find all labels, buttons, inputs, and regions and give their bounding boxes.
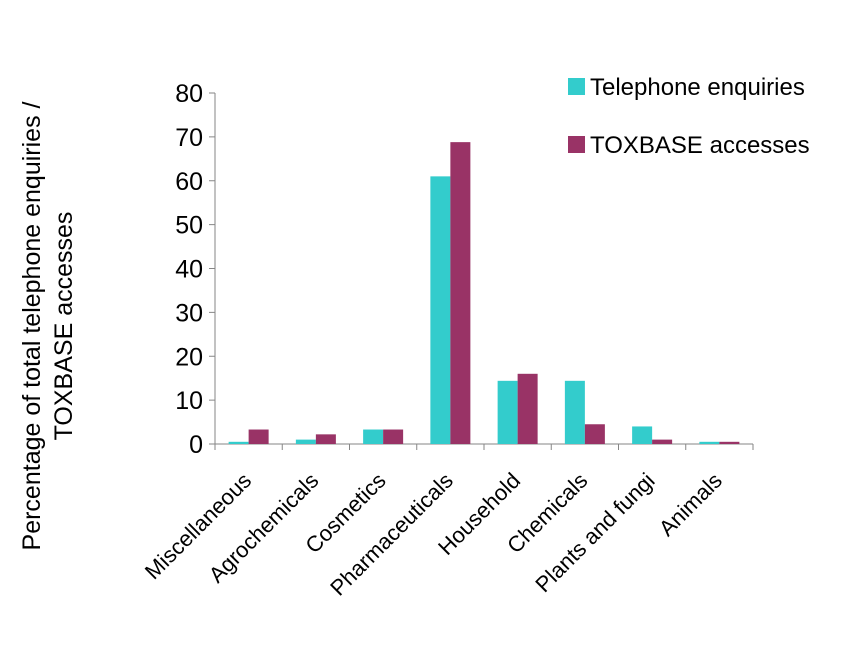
bar — [430, 176, 451, 445]
y-tick-label: 80 — [175, 80, 203, 108]
bar — [632, 426, 653, 444]
bar — [564, 380, 585, 444]
bar — [315, 434, 336, 444]
y-tick-label: 10 — [175, 387, 203, 415]
legend: Telephone enquiries TOXBASE accesses — [568, 74, 810, 159]
legend-label: TOXBASE accesses — [590, 132, 810, 159]
bar — [497, 380, 518, 444]
x-tick-label: Animals — [654, 468, 727, 541]
bar — [699, 441, 720, 444]
y-axis-title: Percentage of total telephone enquiries … — [18, 101, 78, 550]
y-axis-title-line1: Percentage of total telephone enquiries … — [18, 101, 46, 550]
x-tick-label: Plants and fungi — [530, 468, 659, 597]
y-tick-label: 60 — [175, 168, 203, 196]
legend-swatch — [568, 78, 585, 95]
bar — [295, 439, 316, 444]
bar — [719, 441, 740, 444]
y-axis-title-line2: TOXBASE accesses — [50, 212, 78, 441]
y-tick-label: 20 — [175, 343, 203, 371]
bar — [652, 439, 673, 444]
y-tick-label: 50 — [175, 212, 203, 240]
y-tick-label: 70 — [175, 124, 203, 152]
bar — [228, 441, 249, 444]
bar — [363, 429, 384, 444]
bar — [517, 373, 538, 444]
legend-swatch — [568, 136, 585, 153]
bar — [383, 429, 404, 444]
legend-label: Telephone enquiries — [590, 74, 805, 101]
y-tick-label: 30 — [175, 299, 203, 327]
y-tick-label: 40 — [175, 256, 203, 284]
y-tick-label: 0 — [189, 431, 203, 459]
bar — [248, 429, 269, 444]
x-tick-label: Pharmaceuticals — [325, 468, 458, 601]
bar — [450, 142, 471, 444]
bar — [584, 424, 605, 444]
